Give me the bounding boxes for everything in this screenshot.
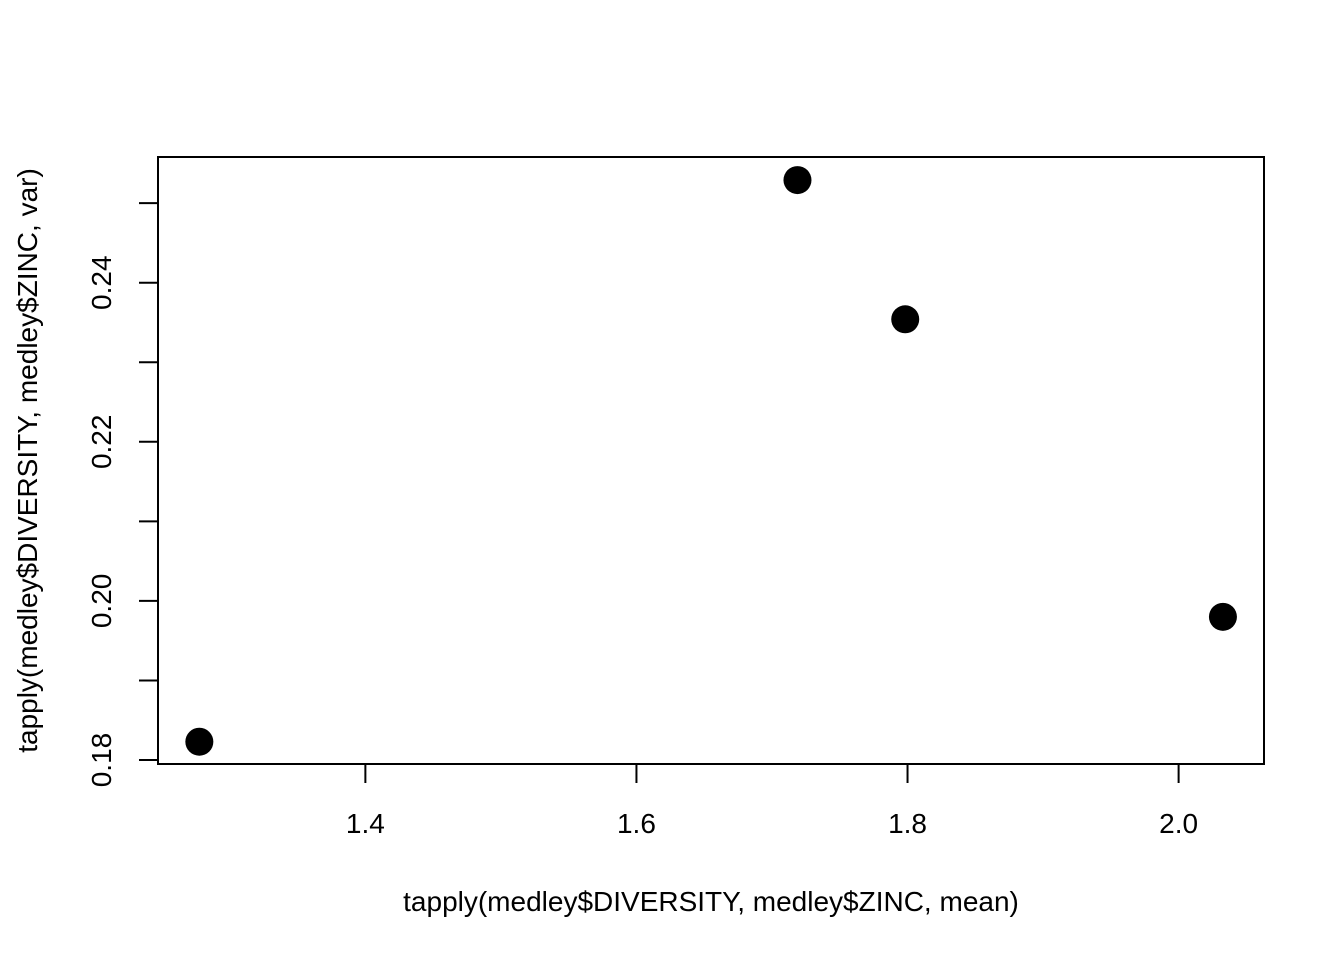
- data-point: [1208, 602, 1237, 631]
- y-tick-label: 0.20: [86, 574, 117, 629]
- x-tick-label: 1.8: [888, 808, 927, 839]
- x-axis: 1.4 1.6 1.8 2.0: [346, 764, 1198, 839]
- x-axis-label: tapply(medley$DIVERSITY, medley$ZINC, me…: [403, 886, 1019, 917]
- data-point: [783, 166, 812, 195]
- x-tick-label: 2.0: [1159, 808, 1198, 839]
- data-point: [185, 727, 214, 756]
- y-axis: 0.18 0.20 0.22 0.24: [86, 202, 158, 788]
- y-axis-label: tapply(medley$DIVERSITY, medley$ZINC, va…: [12, 168, 43, 753]
- y-tick-label: 0.18: [86, 733, 117, 788]
- x-tick-label: 1.4: [346, 808, 385, 839]
- plot-frame: [157, 156, 1265, 765]
- data-points: [185, 166, 1237, 756]
- y-tick-label: 0.22: [86, 415, 117, 470]
- data-point: [891, 305, 920, 334]
- x-tick-label: 1.6: [617, 808, 656, 839]
- y-tick-label: 0.24: [86, 255, 117, 310]
